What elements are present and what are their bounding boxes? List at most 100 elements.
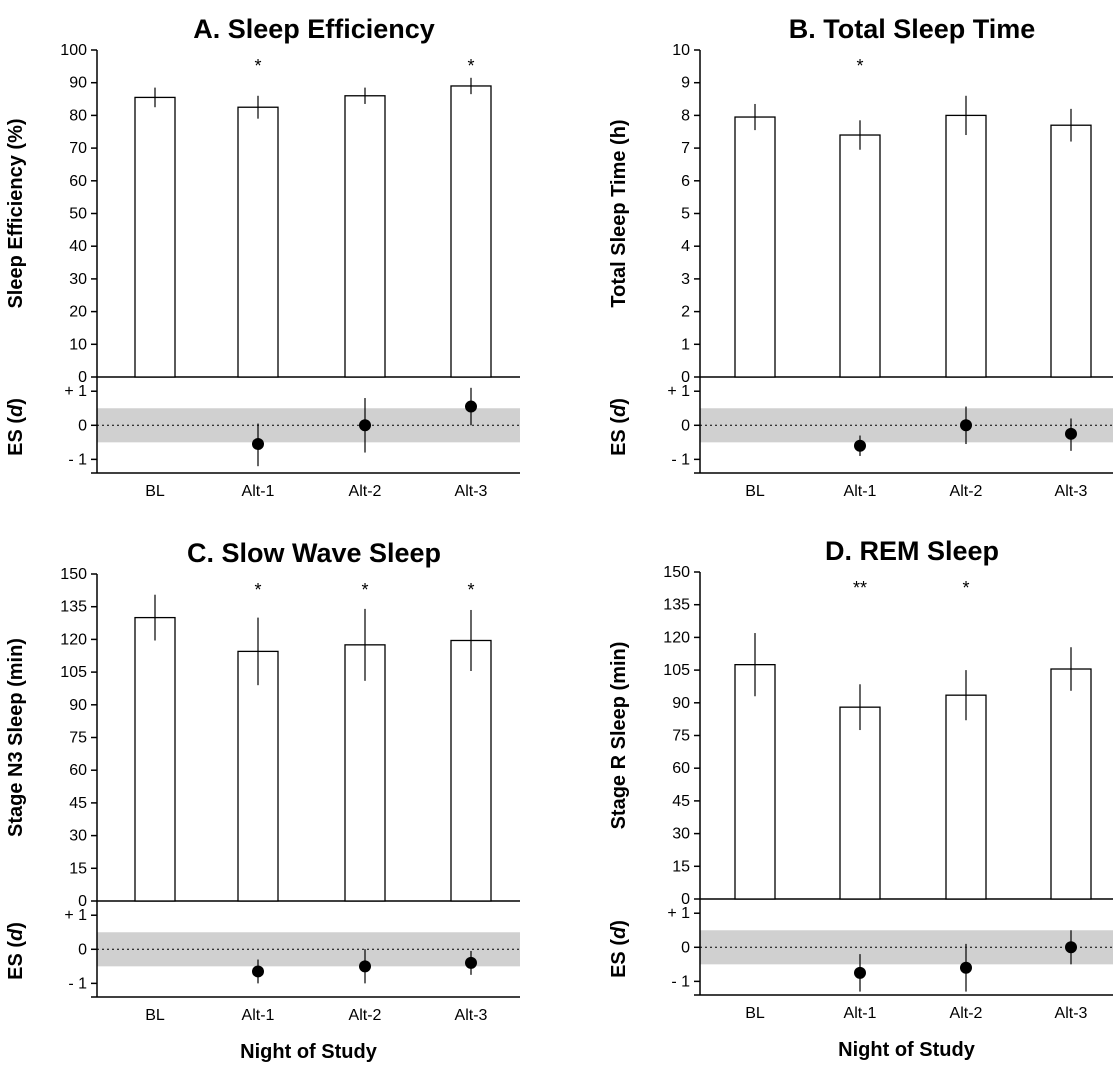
- es-point: [960, 419, 972, 432]
- es-label-suffix: ): [608, 398, 630, 405]
- es-point: [854, 439, 866, 452]
- es-label-suffix: ): [5, 398, 27, 405]
- x-tick-label: Alt-2: [950, 483, 983, 500]
- significance-marker: **: [853, 578, 867, 598]
- y-tick-label: 60: [672, 760, 690, 777]
- panel-d: D. REM Sleep Stage R Sleep (min) 0 15 30 45 60…: [608, 536, 1113, 1061]
- y-tick-label: 20: [69, 304, 87, 321]
- es-label-symbol: d: [608, 926, 630, 939]
- y-tick-label: 105: [663, 662, 690, 679]
- panel-title: B. Total Sleep Time: [789, 14, 1036, 44]
- y-tick-label: 30: [69, 828, 87, 845]
- es-axis-label: ES (d): [608, 920, 630, 978]
- es-tick-label: - 1: [671, 973, 690, 990]
- y-axis-label: Stage R Sleep (min): [608, 642, 630, 830]
- y-tick-label: 75: [672, 728, 690, 745]
- es-axis-label: ES (d): [608, 398, 630, 456]
- y-tick-label: 15: [69, 860, 87, 877]
- y-tick-label: 0: [681, 891, 690, 908]
- y-tick-label: 90: [69, 75, 87, 92]
- y-tick-label: 90: [672, 695, 690, 712]
- bar: [134, 96, 176, 378]
- y-tick-label: 50: [69, 206, 87, 223]
- y-tick-label: 40: [69, 238, 87, 255]
- y-tick-label: 135: [663, 597, 690, 614]
- bar: [839, 706, 881, 900]
- es-point: [1065, 427, 1077, 440]
- es-label-prefix: ES (: [5, 417, 27, 456]
- significance-marker: *: [962, 578, 969, 598]
- significance-marker: *: [856, 56, 863, 76]
- x-tick-label: Alt-3: [1055, 1005, 1088, 1022]
- y-tick-label: 10: [672, 42, 690, 59]
- x-tick-label: Alt-1: [242, 483, 275, 500]
- y-axis-label: Stage N3 Sleep (min): [5, 638, 27, 837]
- panel-title: C. Slow Wave Sleep: [187, 538, 441, 568]
- y-tick-label: 105: [60, 664, 87, 681]
- es-tick-label: - 1: [68, 975, 87, 992]
- es-point: [252, 438, 264, 451]
- y-tick-label: 9: [681, 75, 690, 92]
- bar: [237, 106, 279, 378]
- y-axis-label: Sleep Efficiency (%): [5, 118, 27, 308]
- significance-marker: *: [361, 580, 368, 600]
- x-tick-label: Alt-3: [455, 1007, 488, 1024]
- es-tick-label: 0: [681, 417, 690, 434]
- es-point: [854, 966, 866, 979]
- y-tick-label: 100: [60, 42, 87, 59]
- bar: [945, 694, 987, 900]
- y-tick-label: 120: [663, 629, 690, 646]
- y-tick-label: 90: [69, 697, 87, 714]
- es-tick-label: 0: [78, 417, 87, 434]
- y-tick-label: 150: [60, 566, 87, 583]
- y-tick-label: 30: [69, 271, 87, 288]
- es-tick-label: 0: [681, 939, 690, 956]
- es-tick-label: - 1: [68, 451, 87, 468]
- y-tick-label: 2: [681, 304, 690, 321]
- x-tick-label: Alt-2: [950, 1005, 983, 1022]
- es-point: [465, 956, 477, 969]
- panel-c: C. Slow Wave Sleep Stage N3 Sleep (min) 0 1…: [5, 538, 520, 1063]
- x-tick-label: BL: [745, 483, 765, 500]
- y-tick-label: 70: [69, 140, 87, 157]
- panel-b: B. Total Sleep Time Total Sleep Time (h) 0…: [608, 14, 1113, 500]
- significance-marker: *: [254, 580, 261, 600]
- bar: [344, 95, 386, 378]
- y-tick-label: 0: [681, 369, 690, 386]
- panel-a: A. Sleep Efficiency Sleep Efficiency (%) 0…: [5, 14, 520, 500]
- bar: [237, 650, 279, 902]
- y-axis-label: Total Sleep Time (h): [608, 119, 630, 307]
- es-label-prefix: ES (: [5, 941, 27, 980]
- x-tick-label: Alt-1: [844, 483, 877, 500]
- bar: [734, 116, 776, 378]
- es-point: [359, 960, 371, 973]
- y-tick-label: 75: [69, 730, 87, 747]
- x-tick-label: Alt-1: [242, 1007, 275, 1024]
- significance-marker: *: [254, 56, 261, 76]
- panel-title: D. REM Sleep: [825, 536, 999, 566]
- x-tick-label: BL: [145, 483, 165, 500]
- x-tick-label: Alt-2: [349, 483, 382, 500]
- y-tick-label: 6: [681, 173, 690, 190]
- x-tick-label: Alt-1: [844, 1005, 877, 1022]
- x-axis-label: Night of Study: [838, 1039, 976, 1061]
- bar: [450, 85, 492, 378]
- y-tick-label: 150: [663, 564, 690, 581]
- y-tick-label: 80: [69, 107, 87, 124]
- y-tick-label: 15: [672, 858, 690, 875]
- es-point: [1065, 941, 1077, 954]
- y-tick-label: 135: [60, 599, 87, 616]
- es-tick-label: + 1: [667, 383, 690, 400]
- y-tick-label: 0: [78, 369, 87, 386]
- y-tick-label: 60: [69, 762, 87, 779]
- y-tick-label: 0: [78, 893, 87, 910]
- es-point: [960, 961, 972, 974]
- es-tick-label: - 1: [671, 451, 690, 468]
- panel-title: A. Sleep Efficiency: [193, 14, 435, 44]
- bar: [450, 639, 492, 902]
- es-label-prefix: ES (: [608, 417, 630, 456]
- x-tick-label: Alt-3: [455, 483, 488, 500]
- bar: [134, 616, 176, 902]
- es-tick-label: + 1: [64, 907, 87, 924]
